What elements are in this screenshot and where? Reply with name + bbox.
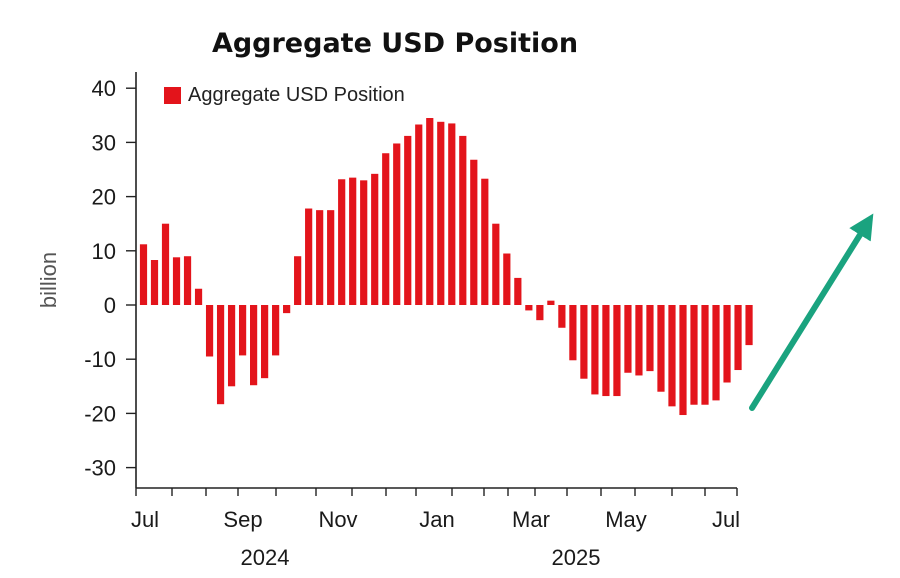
bar	[481, 178, 489, 305]
bar	[448, 123, 456, 306]
legend-label: Aggregate USD Position	[188, 84, 405, 106]
bar	[646, 305, 654, 372]
bar	[393, 143, 401, 305]
bar	[194, 288, 203, 305]
bar	[338, 179, 346, 305]
bar	[712, 305, 720, 401]
bar	[536, 305, 544, 321]
x-year-label: 2025	[552, 545, 601, 570]
bar	[624, 305, 632, 373]
y-tick-label: 20	[92, 185, 116, 210]
bar	[701, 305, 709, 405]
y-tick-label: 30	[92, 130, 116, 155]
bar	[349, 177, 357, 305]
x-tick-label: Nov	[318, 507, 357, 532]
bar	[238, 305, 247, 356]
bar	[360, 180, 368, 305]
y-axis: 40 30 20 10 0 -10 -20 -30	[84, 72, 137, 488]
y-axis-label: billion	[36, 252, 61, 308]
bar	[305, 208, 313, 305]
bar	[492, 223, 500, 305]
bar	[525, 305, 533, 311]
bar	[470, 159, 478, 305]
bar-series	[139, 118, 753, 416]
bar	[437, 121, 445, 305]
x-year-label: 2024	[241, 545, 290, 570]
bar	[283, 305, 291, 314]
bar	[272, 305, 280, 356]
x-tick-label: Jan	[419, 507, 454, 532]
legend-swatch	[164, 87, 181, 104]
x-tick-label: Jul	[712, 507, 740, 532]
bar	[371, 173, 379, 305]
bar	[172, 257, 181, 305]
bar	[657, 305, 665, 392]
y-tick-label: 40	[92, 76, 116, 101]
legend: Aggregate USD Position	[164, 84, 405, 106]
y-tick-label: -30	[84, 456, 116, 481]
bar	[404, 135, 412, 305]
bar	[558, 305, 566, 328]
bar	[679, 305, 687, 416]
y-tick-label: -10	[84, 347, 116, 372]
bar	[261, 305, 269, 379]
bar	[569, 305, 577, 361]
bar	[514, 277, 522, 305]
y-tick-label: -20	[84, 401, 116, 426]
bar	[327, 210, 335, 305]
bar	[216, 305, 225, 405]
bar	[613, 305, 621, 397]
bar	[205, 305, 214, 357]
bar	[602, 305, 610, 397]
x-axis: Jul Sep Nov Jan Mar May Jul 2024 2025	[131, 487, 740, 570]
y-tick-label: 10	[92, 239, 116, 264]
x-tick-label: Sep	[223, 507, 262, 532]
trend-arrow-icon	[749, 213, 874, 411]
bar	[294, 256, 302, 305]
bar	[547, 300, 555, 305]
bar	[382, 153, 390, 305]
chart-title: Aggregate USD Position	[212, 28, 578, 59]
bar	[139, 244, 148, 305]
bar	[161, 223, 170, 305]
bar	[150, 260, 159, 305]
x-tick-label: Mar	[512, 507, 550, 532]
bar	[635, 305, 643, 376]
bar	[690, 305, 698, 405]
bar	[591, 305, 599, 395]
x-tick-label: May	[605, 507, 647, 532]
bar	[668, 305, 676, 407]
bar	[227, 305, 236, 387]
y-tick-label: 0	[104, 293, 116, 318]
bar	[580, 305, 588, 379]
bar	[426, 118, 434, 305]
bar	[415, 124, 423, 305]
bar	[183, 256, 192, 305]
bar	[459, 135, 467, 305]
bar	[503, 253, 511, 305]
bar	[250, 305, 258, 386]
x-tick-label: Jul	[131, 507, 159, 532]
bar	[723, 305, 731, 383]
bar	[745, 305, 753, 346]
bar	[316, 210, 324, 305]
bar	[734, 305, 742, 371]
